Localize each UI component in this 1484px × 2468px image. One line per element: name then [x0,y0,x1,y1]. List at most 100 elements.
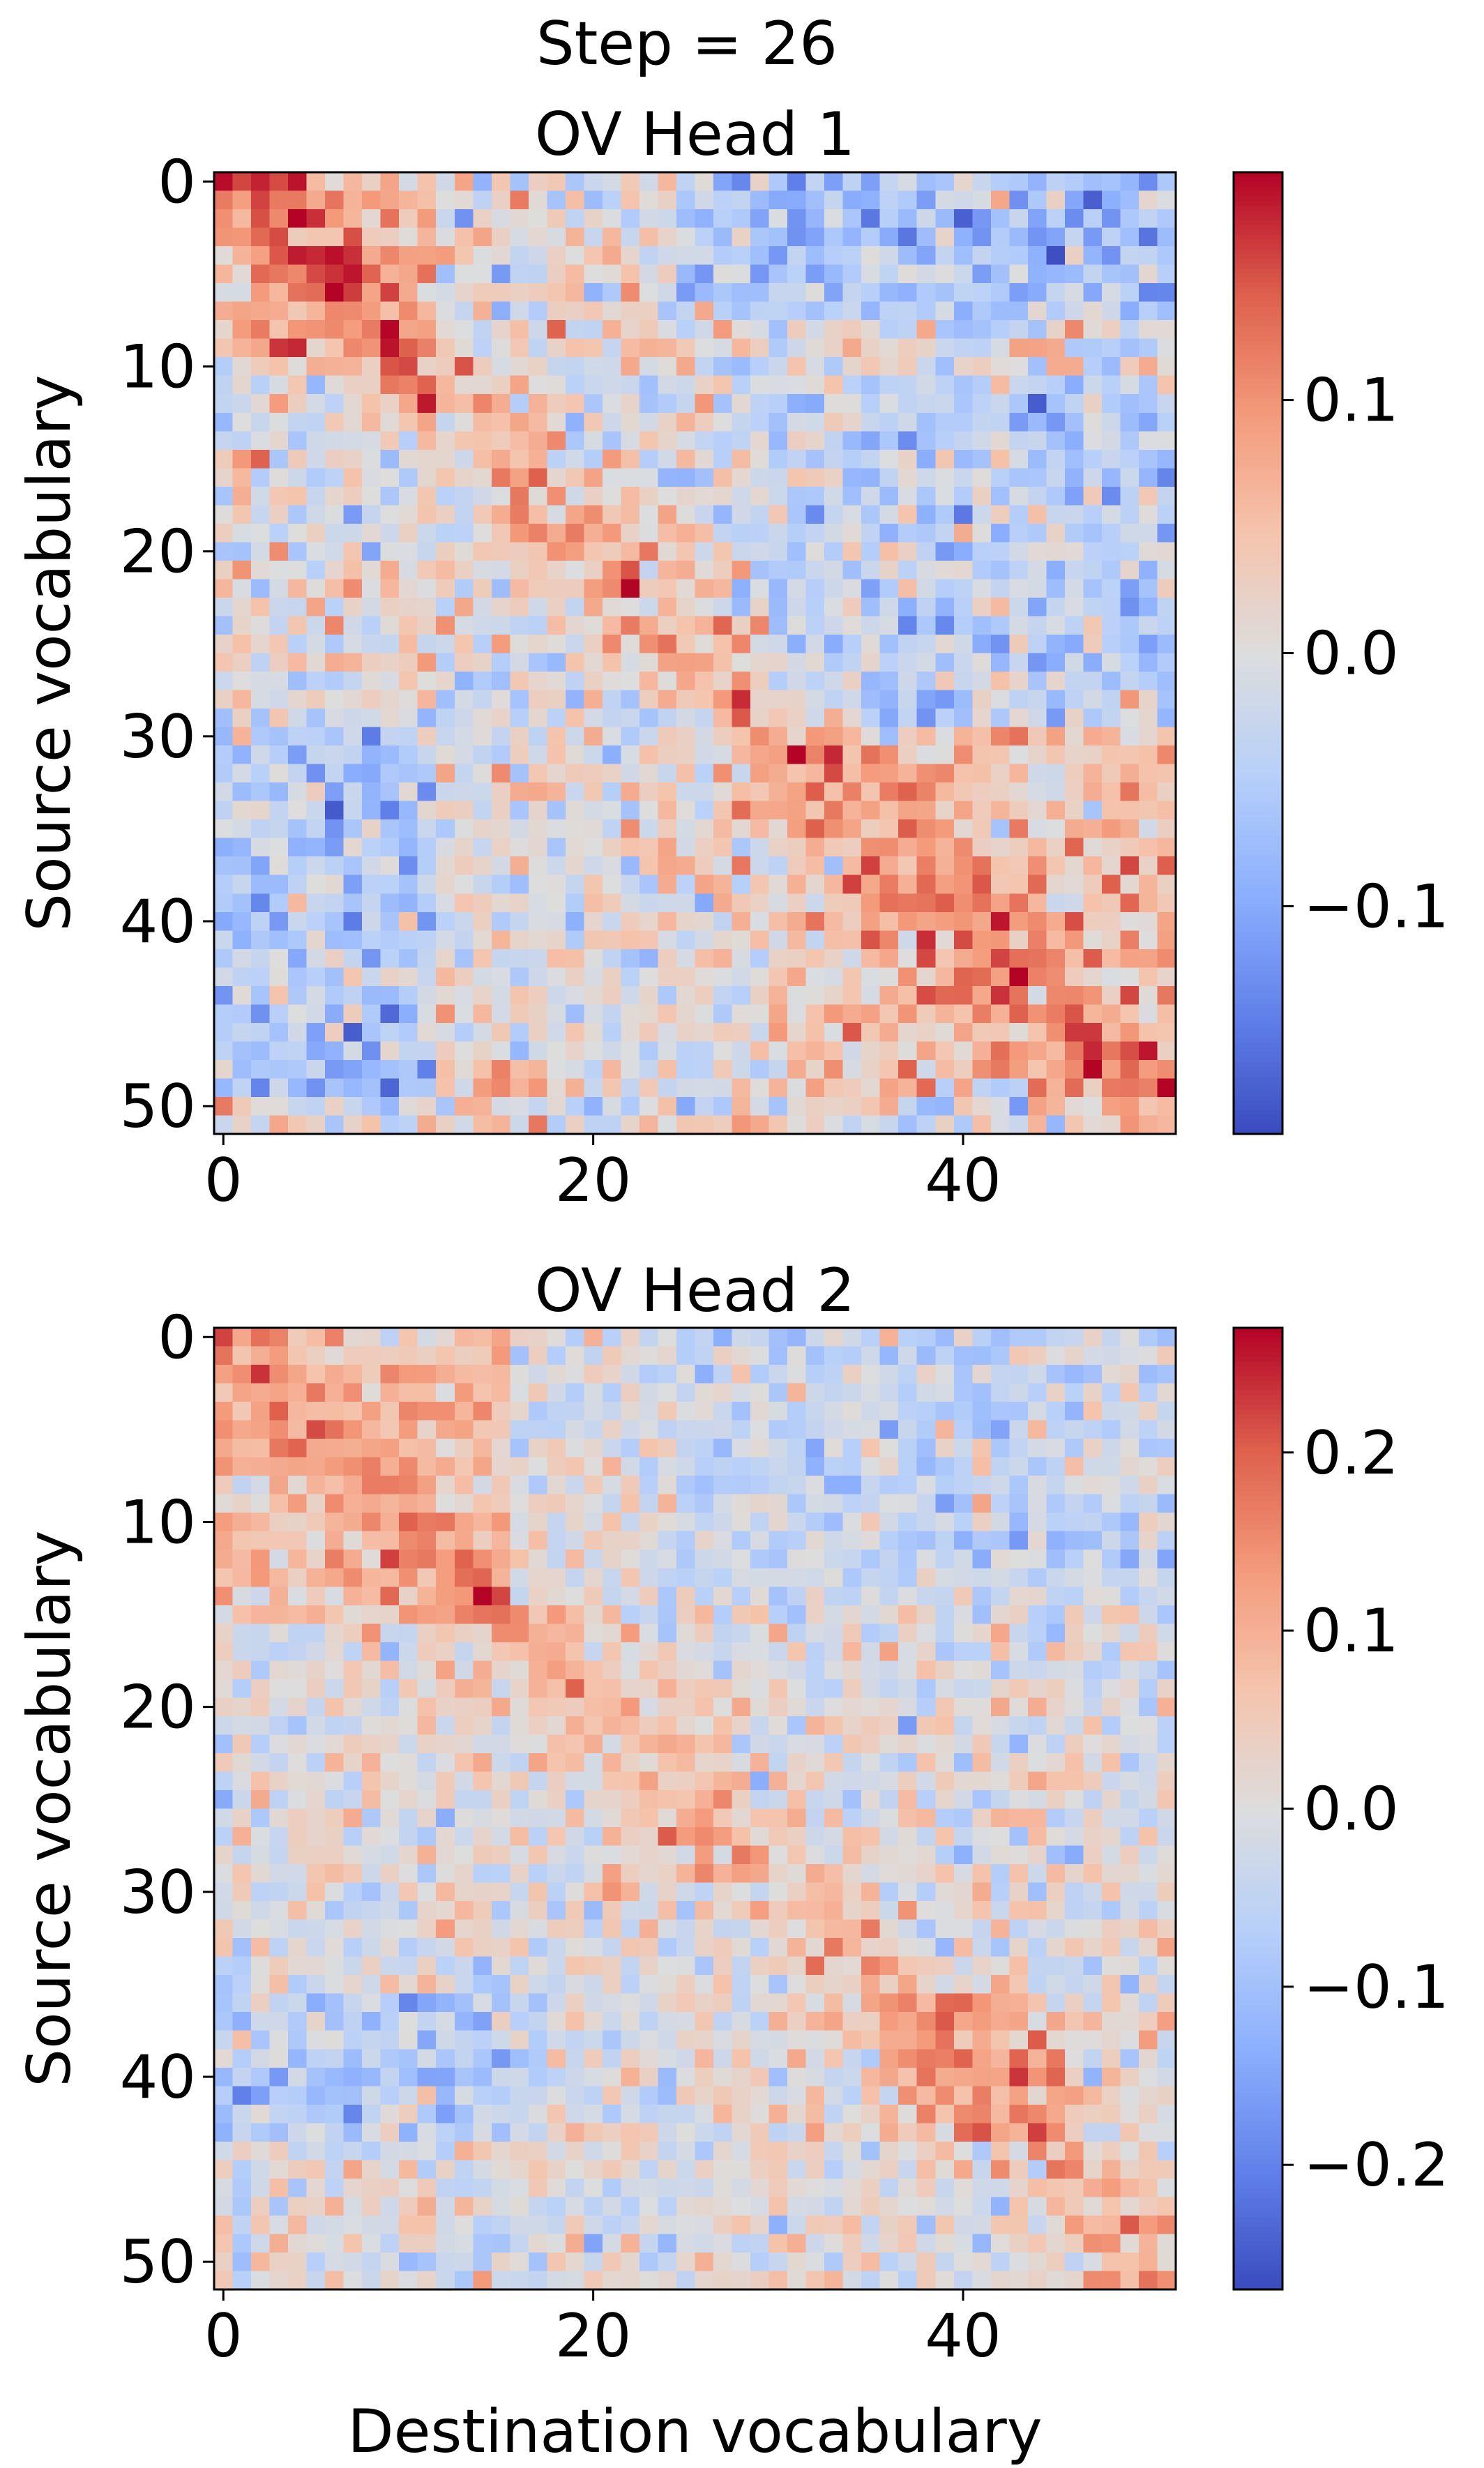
heatmap-cell [972,1993,992,2013]
heatmap-cell [528,1808,547,1828]
heatmap-cell [269,1550,289,1569]
heatmap-cell [1009,1901,1029,1921]
heatmap-cell [879,1420,899,1439]
heatmap-cell [972,1420,992,1439]
heatmap-cell [306,1402,326,1421]
heatmap-cell [824,616,844,635]
heatmap-cell [399,449,418,469]
heatmap-cell [325,709,344,728]
heatmap-cell [565,449,584,469]
heatmap-cell [898,893,918,913]
heatmap-cell [1027,1550,1047,1569]
heatmap-cell [362,1993,381,2013]
heatmap-cell [251,227,271,247]
heatmap-cell [639,838,659,857]
heatmap-cell [380,320,400,340]
heatmap-cell [1120,709,1140,728]
heatmap-cell [306,190,326,210]
heatmap-cell [879,283,899,303]
heatmap-cell [1138,856,1158,876]
heatmap-cell [676,394,696,414]
colorbar-segment [1234,917,1282,923]
heatmap-cell [288,1882,308,1902]
heatmap-cell [454,1716,474,1736]
heatmap-cell [1046,1420,1066,1439]
heatmap-cell [417,1402,437,1421]
heatmap-cell [658,1439,677,1458]
heatmap-cell [768,967,788,987]
heatmap-cell [528,1022,547,1042]
heatmap-cell [916,246,936,266]
heatmap-cell [269,801,289,820]
heatmap-cell [380,560,400,580]
heatmap-cell [214,2030,234,2050]
heatmap-cell [1083,357,1103,377]
heatmap-cell [658,1789,677,1810]
colorbar-segment [1234,384,1282,390]
heatmap-cell [842,1328,862,1347]
heatmap-cell [990,227,1010,247]
heatmap-cell [732,985,751,1005]
heatmap-cell [1064,838,1084,857]
heatmap-cell [787,1975,807,1994]
heatmap-cell [288,1115,308,1135]
heatmap-cell [1138,394,1158,414]
heatmap-cell [935,375,955,395]
heatmap-cell [824,1476,844,1495]
heatmap-cell [621,468,640,487]
heatmap-cell [547,542,566,561]
heatmap-cell [787,672,807,691]
heatmap-cell [1046,579,1066,598]
heatmap-cell [658,301,677,321]
colorbar-segment [1234,427,1282,433]
heatmap-cell [602,1346,622,1365]
heatmap-cell [953,1115,973,1135]
heatmap-cell [898,1365,918,1384]
heatmap-cell [861,616,881,635]
heatmap-cell [288,745,308,765]
heatmap-cell [251,1346,271,1365]
heatmap-cell [898,1059,918,1080]
heatmap-cell [1120,764,1140,783]
heatmap-cell [491,320,510,340]
heatmap-cell [417,560,437,580]
heatmap-cell [436,1660,455,1680]
heatmap-cell [916,1827,936,1847]
heatmap-cell [436,1494,455,1513]
heatmap-cell [399,227,418,247]
heatmap-cell [399,1827,418,1847]
heatmap-cell [325,1494,344,1513]
heatmap-cell [214,745,234,765]
heatmap-cell [787,1041,807,1061]
heatmap-cell [750,1383,770,1402]
heatmap-cell [953,320,973,340]
heatmap-cell [528,1605,547,1624]
heatmap-cell [1101,1494,1121,1513]
heatmap-cell [565,1022,584,1042]
heatmap-cell [436,616,455,635]
heatmap-cell [750,709,770,728]
heatmap-cell [510,227,529,247]
heatmap-cell [565,1328,584,1347]
colorbar-segment [1234,287,1282,294]
heatmap-cell [990,801,1010,820]
heatmap-cell [528,468,547,487]
heatmap-cell [399,283,418,303]
heatmap-cell [1083,911,1103,931]
heatmap-cell [454,1022,474,1042]
heatmap-cell [713,1550,733,1569]
heatmap-cell [473,1550,492,1569]
heatmap-cell [713,1022,733,1042]
heatmap-cell [658,911,677,931]
heatmap-cell [473,431,492,451]
heatmap-cell [639,1439,659,1458]
heatmap-cell [1046,1993,1066,2013]
heatmap-cell [953,1494,973,1513]
heatmap-cell [528,505,547,524]
heatmap-cell [325,1513,344,1532]
heatmap-cell [879,1476,899,1495]
heatmap-cell [990,542,1010,561]
heatmap-cell [232,875,252,894]
heatmap-cell [251,893,271,913]
heatmap-cell [547,690,566,709]
